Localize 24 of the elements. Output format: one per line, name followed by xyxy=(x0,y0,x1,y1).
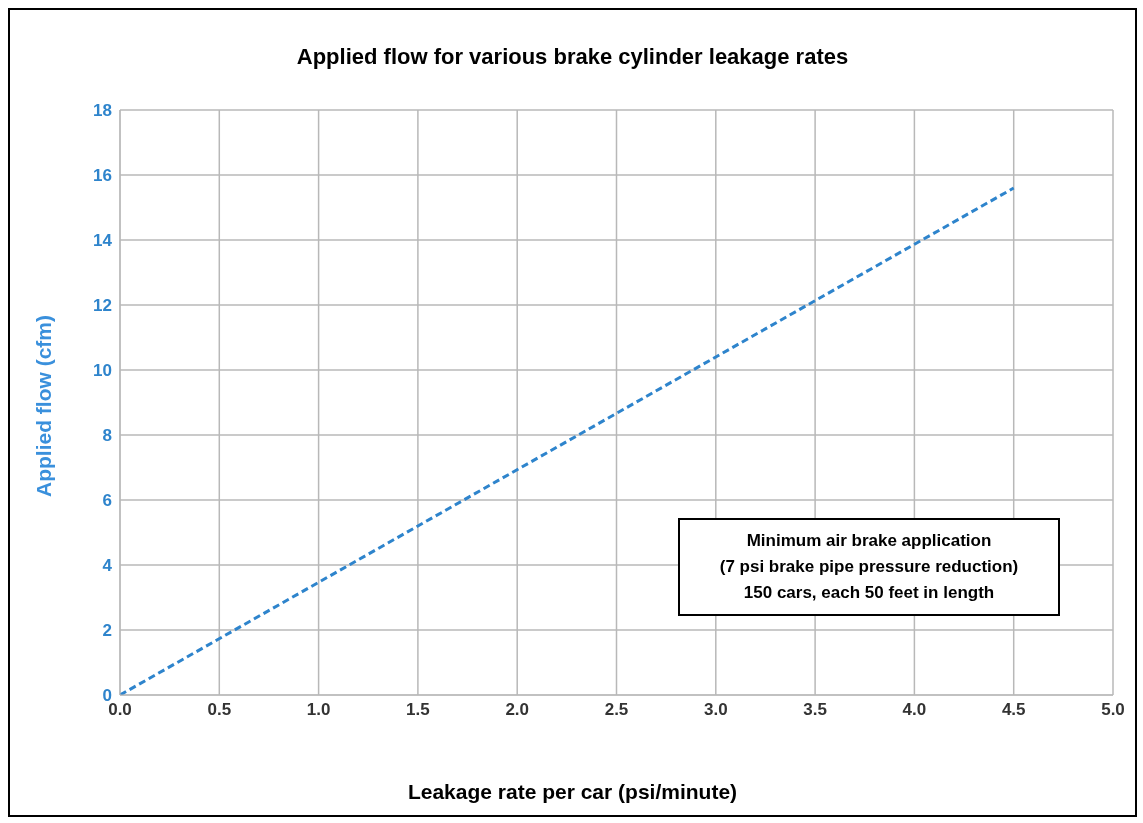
y-tick-label: 2 xyxy=(102,621,112,641)
x-tick-label: 0.5 xyxy=(207,700,232,720)
chart-title: Applied flow for various brake cylinder leakage rates xyxy=(295,44,850,70)
x-tick-label: 1.0 xyxy=(306,700,331,720)
x-tick-label: 4.5 xyxy=(1001,700,1026,720)
x-tick-label: 3.5 xyxy=(803,700,827,720)
y-tick-label: 18 xyxy=(93,101,112,121)
x-tick-label: 3.0 xyxy=(703,700,728,720)
y-tick-label: 10 xyxy=(93,361,112,381)
x-tick-label: 0.0 xyxy=(108,700,132,720)
y-tick-label: 8 xyxy=(102,426,112,446)
x-tick-label: 2.5 xyxy=(604,700,629,720)
note-box: Minimum air brake application (7 psi brake pipe pressure reduction) 150 cars, each 50 feet in length xyxy=(678,518,1060,616)
x-tick-label: 2.0 xyxy=(505,700,530,720)
y-tick-label: 12 xyxy=(93,296,112,316)
y-tick-label: 4 xyxy=(102,556,113,576)
x-tick-label: 1.5 xyxy=(406,700,430,720)
y-tick-label: 6 xyxy=(102,491,112,511)
y-tick-label: 14 xyxy=(93,231,113,251)
x-tick-label: 5.0 xyxy=(1101,700,1125,720)
x-axis-title: Leakage rate per car (psi/minute) xyxy=(406,780,739,804)
y-axis-title: Applied flow (cfm) xyxy=(32,315,56,497)
y-tick-label: 16 xyxy=(93,166,112,186)
x-tick-label: 4.0 xyxy=(902,700,927,720)
